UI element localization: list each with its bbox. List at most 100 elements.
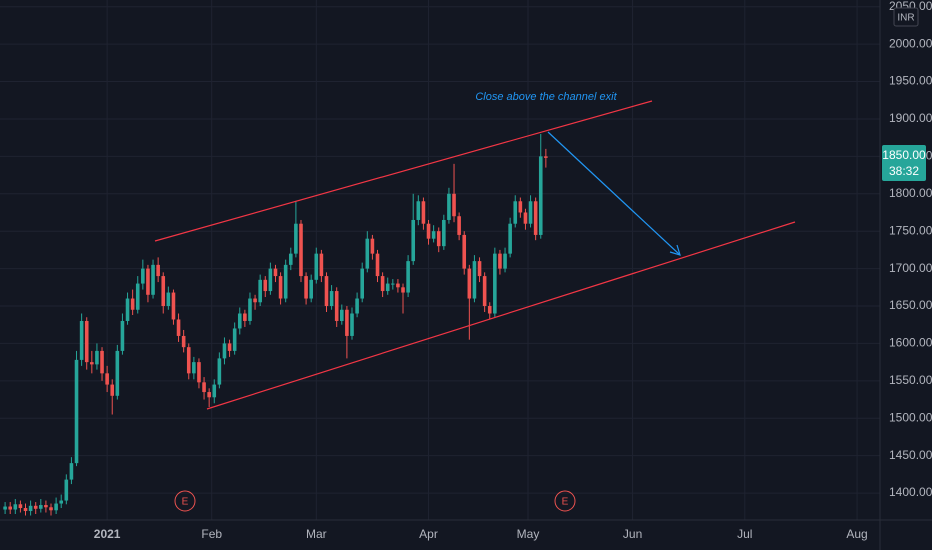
candle-body [125, 298, 130, 321]
candle-body [202, 382, 206, 393]
candle-body [482, 276, 487, 307]
candle-body [64, 479, 69, 501]
y-tick-label: 1450.00 [889, 448, 932, 462]
candle-body [426, 223, 431, 239]
candle-body [334, 291, 339, 321]
x-tick-label: 2021 [94, 527, 121, 541]
candle-body [544, 156, 548, 158]
candle-body [54, 503, 58, 511]
candle-body [79, 320, 84, 360]
candle-body [421, 201, 426, 224]
candle-body [13, 504, 18, 510]
candle-body [416, 201, 421, 220]
candle-body [23, 508, 28, 512]
candle-body [350, 313, 354, 336]
y-tick-label: 1800.00 [889, 186, 932, 200]
arrow-line [547, 131, 681, 256]
candle-body [171, 292, 176, 320]
candles [3, 133, 548, 516]
candle-body [533, 201, 538, 235]
event-marker[interactable] [174, 490, 196, 512]
candle-body [268, 268, 273, 292]
candle-body [304, 276, 308, 299]
y-tick-label: 1750.00 [889, 223, 932, 237]
x-tick-label: Jun [623, 527, 642, 541]
candle-body [212, 384, 217, 398]
candle-body [457, 216, 461, 235]
candle-body [105, 373, 109, 385]
x-tick-label: Aug [846, 527, 867, 541]
candle-body [528, 201, 533, 224]
candle-body [243, 313, 247, 321]
candle-body [166, 292, 171, 307]
candle-body [406, 261, 410, 293]
candle-body [498, 253, 502, 269]
x-tick-label: Feb [201, 527, 222, 541]
candle-body [467, 268, 472, 299]
candle-body [84, 320, 89, 363]
candle-body [452, 193, 456, 217]
candle-body [462, 234, 467, 269]
candle-body [299, 223, 303, 277]
candle-body [391, 283, 395, 285]
event-marker[interactable] [554, 490, 576, 512]
event-label: E [182, 497, 189, 508]
candle-body [248, 298, 252, 321]
candle-body [380, 276, 385, 292]
y-tick-label: 1950.00 [889, 74, 932, 88]
candle-body [314, 253, 319, 280]
candle-body [329, 291, 334, 307]
y-tick-label: 1600.00 [889, 336, 932, 350]
candle-body [385, 283, 390, 292]
candle-body [186, 347, 191, 374]
candle-body [3, 506, 7, 510]
y-tick-label: 1650.00 [889, 298, 932, 312]
candle-body [95, 350, 99, 365]
candle-body [115, 350, 120, 396]
candle-body [176, 319, 181, 336]
candle-body [442, 219, 446, 247]
candle-body [288, 253, 293, 265]
candle-body [130, 298, 135, 310]
candle-body [44, 505, 48, 508]
x-tick-label: Apr [419, 527, 438, 541]
y-tick-label: 1550.00 [889, 373, 932, 387]
x-tick-label: May [517, 527, 540, 541]
y-tick-label: 1900.00 [889, 111, 932, 125]
candle-body [365, 238, 370, 269]
candle-body [294, 223, 298, 254]
candle-body [411, 219, 416, 262]
candle-body [161, 276, 166, 307]
y-tick-label: 1700.00 [889, 261, 932, 275]
y-tick-label: 1500.00 [889, 410, 932, 424]
candle-body [396, 283, 400, 288]
candle-body [59, 500, 64, 504]
candle-body [508, 223, 512, 254]
candle-body [217, 358, 222, 385]
candle-body [258, 279, 262, 303]
axes: 1400.00 1450.00 1500.00 1550.00 1600.00 1650.… [94, 0, 932, 541]
price-tag [882, 145, 926, 181]
candle-body [339, 309, 344, 321]
candle-body [74, 359, 79, 464]
event-label: E [562, 497, 569, 508]
candle-body [135, 283, 140, 310]
candle-body [283, 264, 288, 299]
currency-box[interactable] [893, 7, 919, 27]
x-tick-label: Jul [737, 527, 752, 541]
candle-body [401, 287, 405, 293]
candle-body [493, 253, 497, 314]
candle-body [207, 392, 211, 398]
candle-body [192, 362, 196, 374]
candle-body [278, 276, 283, 299]
arrow-head [669, 244, 681, 256]
candle-body [49, 507, 53, 511]
candle-body [538, 156, 543, 235]
candle-body [18, 504, 23, 509]
candle-body [360, 268, 365, 299]
candle-body [8, 506, 13, 510]
channel-upper [154, 100, 653, 242]
candle-body [120, 320, 125, 351]
candle-body [487, 306, 492, 314]
